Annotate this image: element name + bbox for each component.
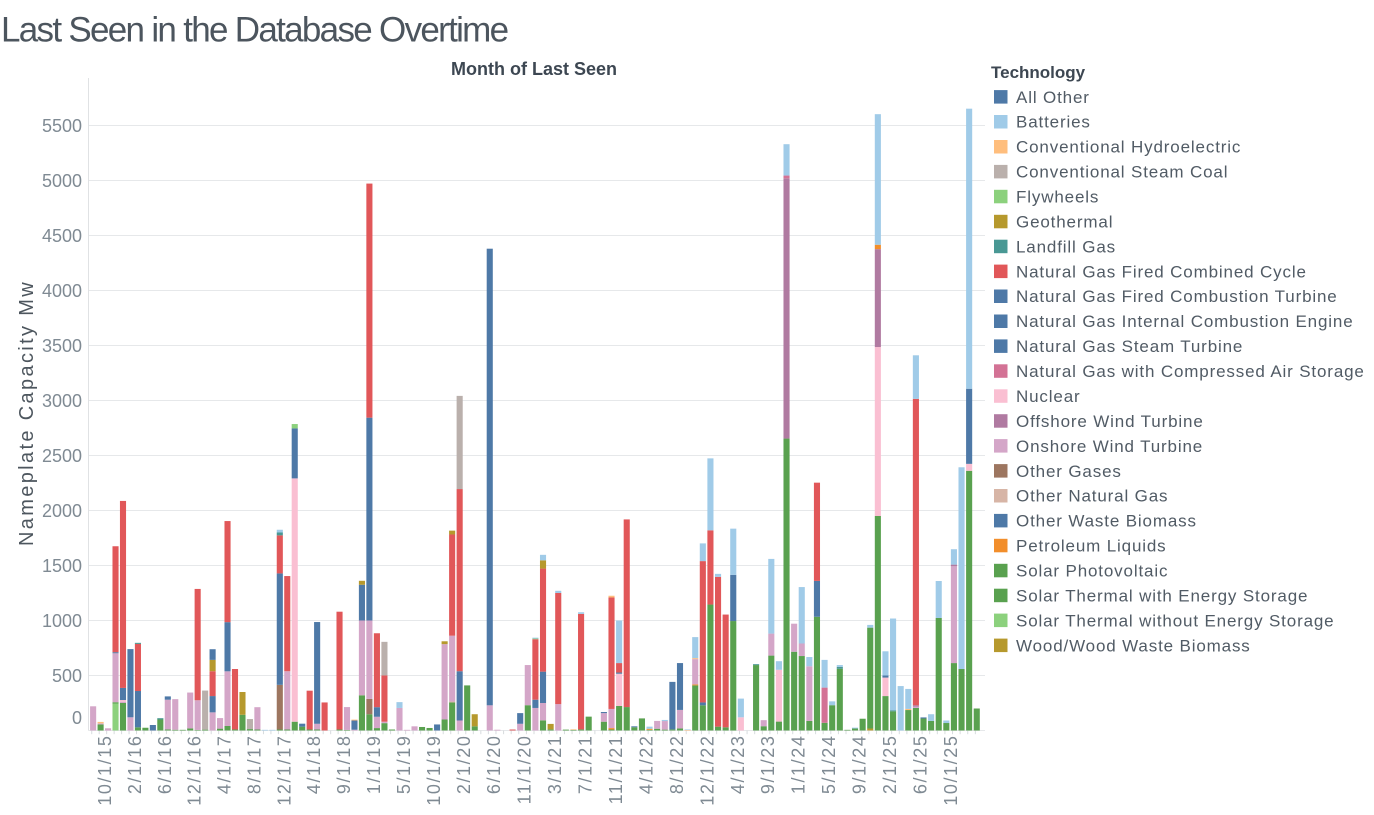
svg-text:8/1/17: 8/1/17 (244, 735, 264, 795)
svg-text:1000: 1000 (42, 611, 82, 631)
svg-text:Landfill Gas: Landfill Gas (1016, 237, 1116, 256)
svg-text:4/1/18: 4/1/18 (304, 735, 324, 795)
svg-text:Natural Gas Internal Combustio: Natural Gas Internal Combustion Engine (1016, 312, 1354, 331)
svg-text:2000: 2000 (42, 501, 82, 521)
svg-text:9/1/24: 9/1/24 (850, 735, 870, 795)
svg-text:4/1/17: 4/1/17 (215, 735, 235, 795)
svg-text:3500: 3500 (42, 336, 82, 356)
svg-text:12/1/17: 12/1/17 (274, 735, 294, 806)
svg-text:1/1/24: 1/1/24 (789, 735, 809, 795)
svg-text:9/1/18: 9/1/18 (334, 735, 354, 795)
svg-text:0: 0 (72, 708, 82, 728)
svg-text:Month of Last Seen: Month of Last Seen (451, 59, 617, 79)
svg-text:5/1/24: 5/1/24 (819, 735, 839, 795)
svg-text:10/1/25: 10/1/25 (941, 735, 961, 806)
svg-text:4500: 4500 (42, 226, 82, 246)
svg-text:Nameplate Capacity Mw: Nameplate Capacity Mw (16, 280, 38, 546)
svg-text:6/1/20: 6/1/20 (484, 735, 504, 795)
svg-text:9/1/23: 9/1/23 (758, 735, 778, 795)
svg-text:6/1/25: 6/1/25 (910, 735, 930, 795)
svg-text:Last Seen in the Database Over: Last Seen in the Database Overtime (1, 11, 508, 50)
svg-text:Natural Gas with Compressed Ai: Natural Gas with Compressed Air Storage (1016, 362, 1365, 381)
svg-text:Technology: Technology (991, 63, 1086, 82)
svg-text:12/1/16: 12/1/16 (185, 735, 205, 806)
svg-text:12/1/22: 12/1/22 (697, 735, 717, 806)
svg-text:5000: 5000 (42, 171, 82, 191)
svg-text:Nuclear: Nuclear (1016, 387, 1081, 406)
svg-text:Solar Thermal without Energy S: Solar Thermal without Energy Storage (1016, 611, 1335, 630)
svg-text:2/1/25: 2/1/25 (880, 735, 900, 795)
svg-text:4000: 4000 (42, 281, 82, 301)
svg-text:5500: 5500 (42, 116, 82, 136)
svg-text:Offshore Wind Turbine: Offshore Wind Turbine (1016, 412, 1204, 431)
svg-text:Conventional Hydroelectric: Conventional Hydroelectric (1016, 138, 1241, 157)
svg-text:3/1/21: 3/1/21 (545, 735, 565, 795)
svg-text:5/1/19: 5/1/19 (394, 735, 414, 795)
svg-text:8/1/22: 8/1/22 (667, 735, 687, 795)
svg-text:Other Natural Gas: Other Natural Gas (1016, 487, 1168, 506)
svg-text:Conventional Steam Coal: Conventional Steam Coal (1016, 163, 1228, 182)
svg-text:Petroleum Liquids: Petroleum Liquids (1016, 537, 1167, 556)
svg-text:4/1/22: 4/1/22 (636, 735, 656, 795)
svg-text:2/1/16: 2/1/16 (125, 735, 145, 795)
svg-text:Other Gases: Other Gases (1016, 462, 1122, 481)
svg-text:10/1/15: 10/1/15 (95, 735, 115, 806)
svg-text:6/1/16: 6/1/16 (155, 735, 175, 795)
svg-text:Natural Gas Steam Turbine: Natural Gas Steam Turbine (1016, 337, 1243, 356)
svg-text:Onshore Wind Turbine: Onshore Wind Turbine (1016, 437, 1203, 456)
svg-text:All Other: All Other (1016, 88, 1090, 107)
svg-text:4/1/23: 4/1/23 (728, 735, 748, 795)
svg-text:Wood/Wood Waste Biomass: Wood/Wood Waste Biomass (1016, 636, 1251, 655)
svg-text:Flywheels: Flywheels (1016, 188, 1099, 207)
svg-text:Natural Gas Fired Combined Cyc: Natural Gas Fired Combined Cycle (1016, 262, 1307, 281)
svg-text:500: 500 (52, 666, 82, 686)
svg-text:11/1/21: 11/1/21 (606, 735, 626, 805)
svg-text:11/1/20: 11/1/20 (515, 735, 535, 805)
svg-text:10/1/19: 10/1/19 (424, 735, 444, 806)
svg-text:3000: 3000 (42, 391, 82, 411)
svg-text:2/1/20: 2/1/20 (454, 735, 474, 795)
svg-text:7/1/21: 7/1/21 (576, 735, 596, 795)
svg-text:Solar Thermal with Energy Stor: Solar Thermal with Energy Storage (1016, 586, 1308, 605)
svg-text:Solar Photovoltaic: Solar Photovoltaic (1016, 562, 1168, 581)
svg-text:Batteries: Batteries (1016, 113, 1091, 132)
svg-text:1500: 1500 (42, 556, 82, 576)
svg-text:1/1/19: 1/1/19 (364, 735, 384, 795)
svg-text:Geothermal: Geothermal (1016, 212, 1113, 231)
svg-text:Natural Gas Fired Combustion T: Natural Gas Fired Combustion Turbine (1016, 287, 1338, 306)
svg-text:2500: 2500 (42, 446, 82, 466)
svg-text:Other Waste Biomass: Other Waste Biomass (1016, 512, 1197, 531)
